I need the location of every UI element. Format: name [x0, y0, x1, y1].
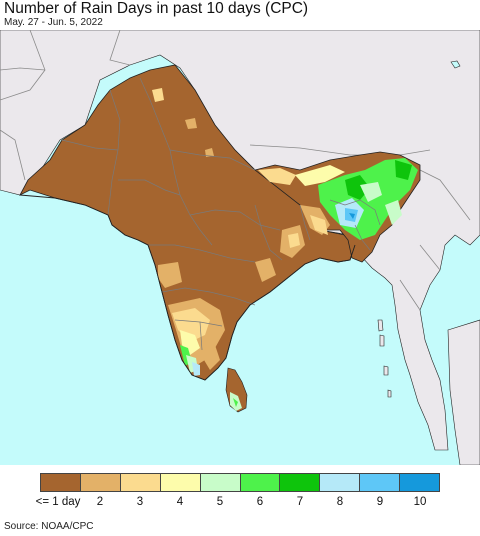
outside-borders: [0, 30, 471, 311]
andaman-islands: [377, 319, 392, 398]
ne-lightgreen-2: [385, 200, 402, 225]
legend-label-10: 10: [413, 496, 427, 508]
legend-label-8: 8: [336, 496, 344, 508]
sri-lanka-wet-2: [233, 398, 238, 407]
nepal-light: [258, 168, 296, 185]
legend-swatch-3: [120, 474, 161, 491]
outside-land-west: [0, 30, 480, 451]
ne-paleg: [360, 182, 382, 202]
legend-label-5: 5: [216, 496, 224, 508]
rain-days-map: [0, 30, 480, 465]
coastline: [19, 194, 356, 381]
legend-swatch-1: [41, 474, 81, 491]
himachal-light: [185, 118, 197, 129]
outside-land-peninsula: [447, 319, 480, 465]
legend-color-bar: [40, 473, 440, 492]
outside-land-islet: [450, 60, 461, 69]
legend-label-9: 9: [376, 496, 384, 508]
odisha-yellow: [288, 233, 300, 248]
legend-label-3: 3: [136, 496, 144, 508]
ne-darkgreen-2: [395, 160, 412, 180]
ne-blue-2: [349, 213, 355, 219]
kashmir-light: [152, 88, 164, 102]
kerala-blue: [192, 362, 200, 376]
legend-swatch-10: [400, 474, 440, 491]
legend-label-2: 2: [96, 496, 104, 508]
date-range: May. 27 - Jun. 5, 2022: [4, 17, 103, 28]
internal-borders: [61, 77, 381, 351]
central-tan: [205, 148, 214, 157]
legend-swatch-7: [280, 474, 321, 491]
legend-swatch-2: [80, 474, 121, 491]
legend-label-1: <= 1 day: [35, 496, 81, 508]
legend-swatch-5: [200, 474, 241, 491]
legend-swatch-6: [240, 474, 281, 491]
map-title: Number of Rain Days in past 10 days (CPC…: [4, 0, 309, 17]
legend-label-4: 4: [176, 496, 184, 508]
tamil-tan: [198, 345, 220, 370]
legend-swatch-8: [320, 474, 361, 491]
legend-label-6: 6: [256, 496, 264, 508]
west-tan: [158, 262, 182, 288]
legend-swatch-9: [360, 474, 401, 491]
himalaya-yellow: [295, 165, 345, 186]
bengal-yellow: [310, 215, 328, 235]
east-ghats-tan: [255, 258, 276, 282]
legend-label-7: 7: [296, 496, 304, 508]
source-credit: Source: NOAA/CPC: [4, 521, 94, 532]
ne-darkgreen: [345, 175, 370, 200]
legend-swatch-4: [160, 474, 201, 491]
